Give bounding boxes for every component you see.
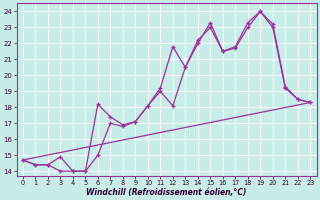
X-axis label: Windchill (Refroidissement éolien,°C): Windchill (Refroidissement éolien,°C) xyxy=(86,188,247,197)
